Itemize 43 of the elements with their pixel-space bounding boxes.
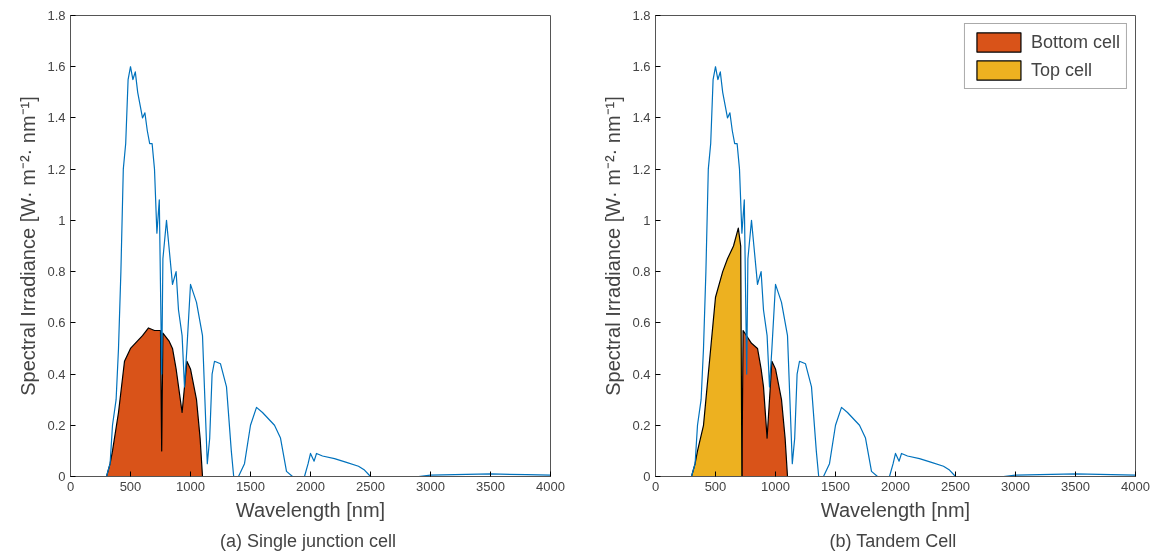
x-tick-label: 4000 <box>1121 478 1150 494</box>
y-tick-label: 0.2 <box>47 417 66 433</box>
x-tick-label: 500 <box>119 478 142 494</box>
x-tick-label: 3000 <box>1001 478 1030 494</box>
x-tick-label: 4000 <box>536 478 565 494</box>
y-tick-label: 1 <box>643 212 651 228</box>
x-tick-label: 2000 <box>881 478 910 494</box>
y-axis-title: Spectral Irradiance [W· m⁻²· nm⁻¹] <box>17 96 40 396</box>
y-tick-label: 1.8 <box>47 8 66 23</box>
x-tick-label: 1500 <box>821 478 850 494</box>
y-tick-label: 1.6 <box>632 59 651 75</box>
legend-label: Bottom cell <box>1030 31 1120 53</box>
x-tick-label: 2000 <box>296 478 325 494</box>
y-tick-label: 0.2 <box>632 417 651 433</box>
y-tick-label: 1.8 <box>632 8 651 23</box>
y-tick-label: 0.6 <box>47 315 66 331</box>
y-tick-label: 0.4 <box>632 366 651 382</box>
x-tick-label: 3000 <box>416 478 445 494</box>
text: (b) Tandem Cell <box>829 530 957 551</box>
y-tick-label: 0.8 <box>47 264 66 280</box>
y-tick-label: 0.6 <box>632 315 651 331</box>
y-tick-label: 1.4 <box>47 110 66 126</box>
x-tick-label: 3500 <box>1061 478 1090 494</box>
text: (a) Single junction cell <box>219 530 397 551</box>
y-tick-label: 0.8 <box>632 264 651 280</box>
x-tick-label: 1000 <box>176 478 205 494</box>
line-series <box>103 66 551 477</box>
y-tick-label: 0.4 <box>47 366 66 382</box>
y-tick-label: 1.6 <box>47 59 66 75</box>
legend-label: Top cell <box>1030 59 1092 81</box>
y-tick-label: 1.4 <box>632 110 651 126</box>
x-tick-label: 1000 <box>761 478 790 494</box>
y-tick-label: 1.2 <box>47 161 66 177</box>
x-axis-title: Wavelength [nm] <box>820 498 971 521</box>
x-tick-label: 1500 <box>236 478 265 494</box>
y-tick-label: 1 <box>58 212 66 228</box>
y-tick-label: 1.2 <box>632 161 651 177</box>
x-axis-title: Wavelength [nm] <box>235 498 386 521</box>
x-tick-label: 2500 <box>356 478 385 494</box>
y-axis-title: Spectral Irradiance [W· m⁻²· nm⁻¹] <box>602 96 625 396</box>
x-tick-label: 3500 <box>476 478 505 494</box>
x-tick-label: 2500 <box>941 478 970 494</box>
x-tick-label: 500 <box>704 478 727 494</box>
